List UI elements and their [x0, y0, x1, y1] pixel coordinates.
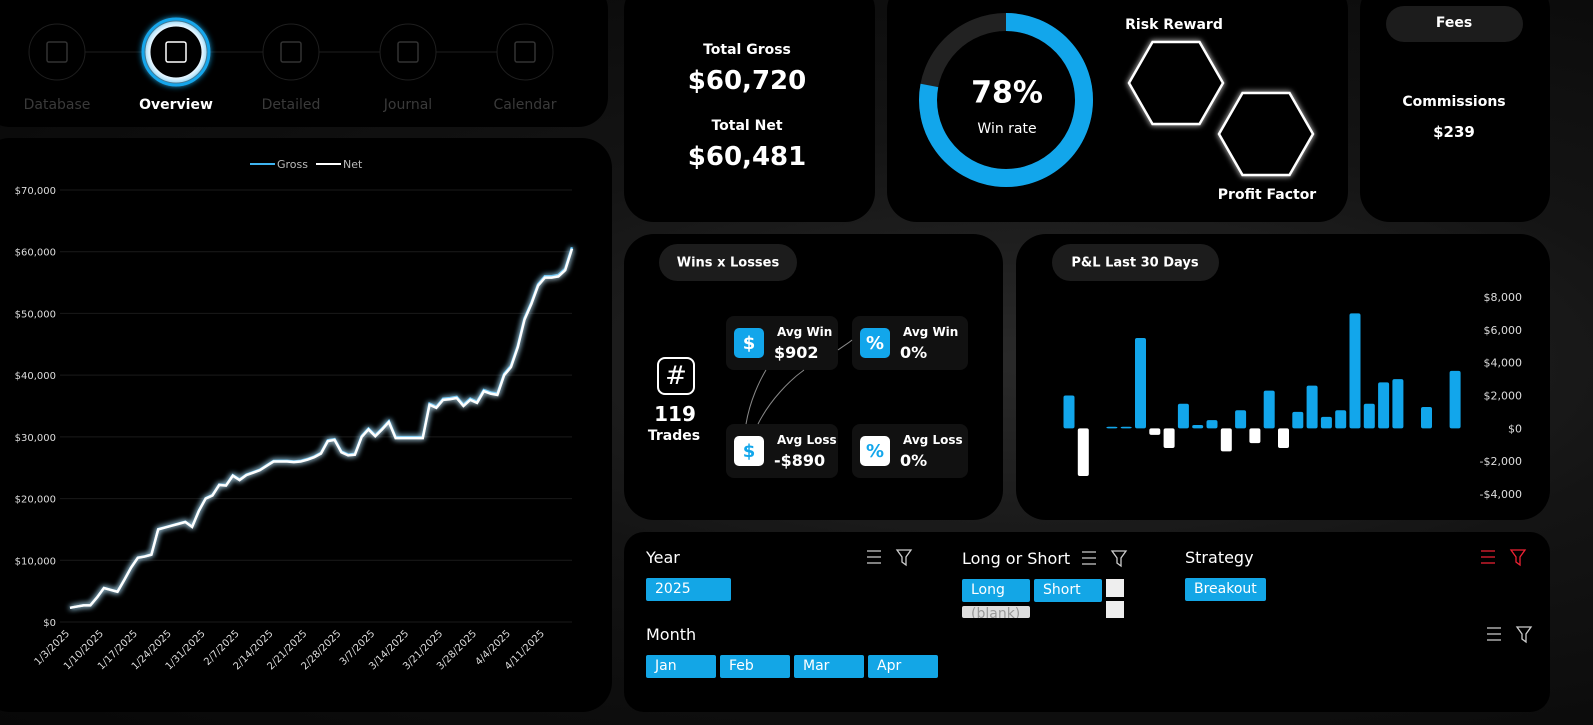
commissions-label: Commissions — [1402, 94, 1506, 110]
profit-factor-label: Profit Factor — [1217, 187, 1317, 203]
card-label: Avg Win — [777, 325, 833, 339]
nav-panel — [0, 0, 608, 127]
commissions-value: $239 — [1433, 123, 1475, 141]
trades-icon: # — [657, 357, 695, 395]
slicer-title: Long or Short — [962, 549, 1071, 568]
card-label: Avg Loss — [903, 433, 963, 447]
line-chart-panel — [0, 138, 612, 712]
slicer-item[interactable]: Breakout — [1185, 578, 1266, 601]
totals-panel — [624, 0, 875, 222]
kpi-value: $60,720 — [687, 66, 807, 96]
card-icon: $ — [734, 436, 764, 466]
kpi-value: $60,481 — [687, 142, 807, 172]
profit-factor-value: 3.6 — [1250, 123, 1282, 147]
trades-label: Trades — [647, 428, 701, 444]
slicer-item[interactable]: Mar — [794, 655, 864, 678]
section-pill — [1052, 244, 1219, 281]
slicer-item[interactable]: Short — [1034, 579, 1102, 602]
slicer-panel — [624, 532, 1550, 712]
card-value: 0% — [900, 451, 928, 470]
risk-reward-label: Risk Reward — [1125, 17, 1223, 33]
win-rate-caption: Win rate — [977, 121, 1037, 137]
card-value: -$890 — [774, 451, 826, 470]
section-title: Wins x Losses — [676, 255, 780, 271]
slicer-item[interactable]: (blank) — [962, 606, 1030, 618]
slicer-item[interactable]: Apr — [868, 655, 938, 678]
card-label: Avg Win — [903, 325, 959, 339]
fees-title: Fees — [1435, 15, 1473, 31]
card-icon: % — [860, 328, 890, 358]
card-label: Avg Loss — [777, 433, 837, 447]
fees-pill — [1386, 6, 1523, 42]
slicer-title: Month — [646, 625, 697, 644]
kpi-label: Total Gross — [703, 42, 791, 58]
card-icon: % — [860, 436, 890, 466]
win-rate-value: 78% — [971, 75, 1043, 111]
section-title: P&L Last 30 Days — [1071, 255, 1199, 271]
section-pill — [659, 244, 797, 281]
kpi-label: Total Net — [711, 118, 783, 134]
pnl-panel — [1016, 234, 1550, 520]
risk-reward-value: 1.0 — [1160, 72, 1192, 96]
slicer-item[interactable]: Jan — [646, 655, 716, 678]
card-value: $902 — [774, 343, 819, 362]
slicer-title: Strategy — [1185, 548, 1254, 567]
card-icon: $ — [734, 328, 764, 358]
slicer-item[interactable]: 2025 — [646, 578, 731, 601]
trades-count: 119 — [654, 402, 696, 426]
slicer-item[interactable]: Long — [962, 579, 1030, 602]
slicer-title: Year — [646, 548, 680, 567]
slicer-item[interactable]: Feb — [720, 655, 790, 678]
card-value: 0% — [900, 343, 928, 362]
